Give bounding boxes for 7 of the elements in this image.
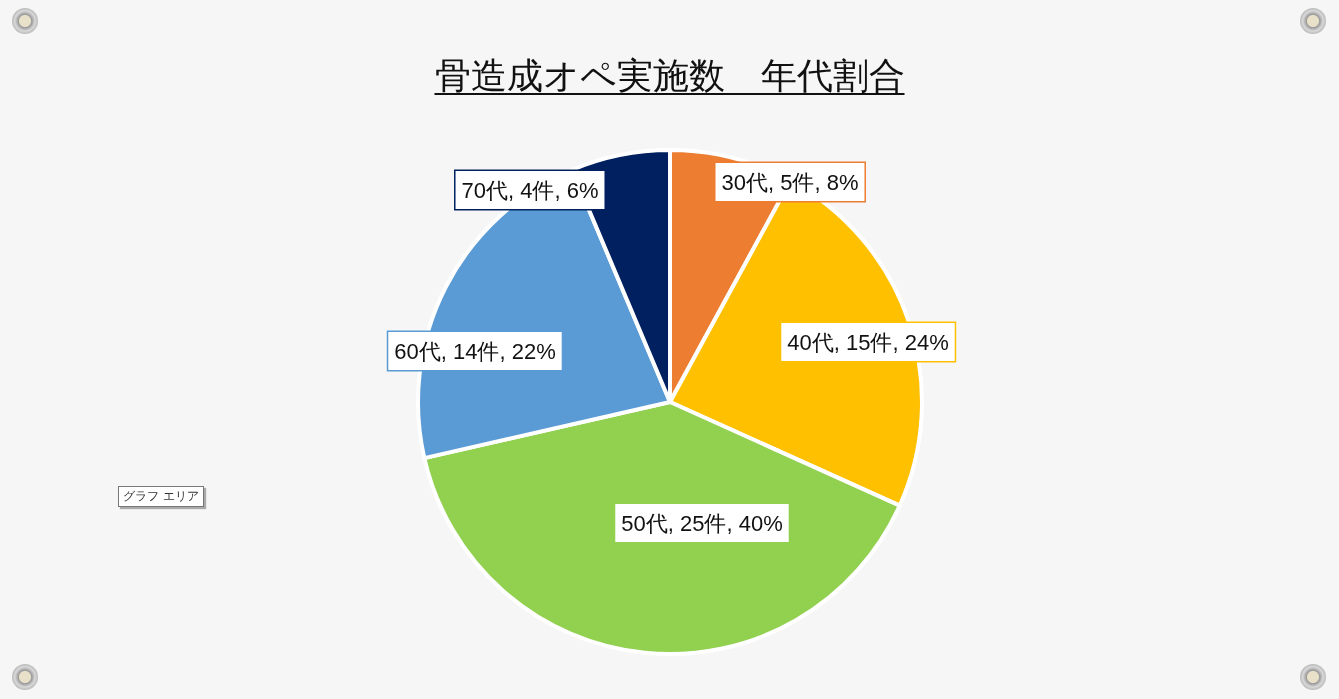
chart-title: 骨造成オペ実施数 年代割合 xyxy=(434,55,905,96)
slice-label: 50代, 25件, 40% xyxy=(621,510,783,536)
slice-label: 40代, 15件, 24% xyxy=(787,329,949,355)
slice-label: 70代, 4件, 6% xyxy=(461,177,599,203)
slice-label: 60代, 14件, 22% xyxy=(394,338,556,364)
slice-label: 30代, 5件, 8% xyxy=(721,169,859,195)
text: グラフ エリア xyxy=(118,486,204,507)
